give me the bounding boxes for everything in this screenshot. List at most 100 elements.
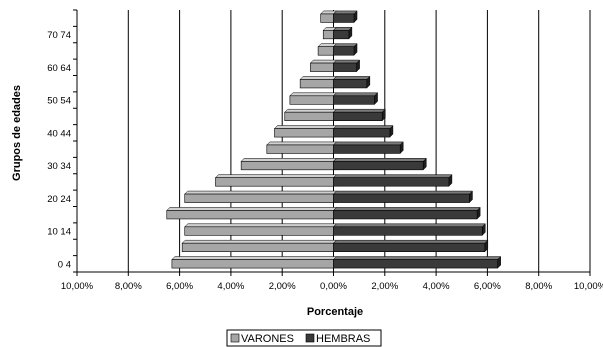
hembras-bar-top <box>332 158 427 162</box>
y-tick-label: 20 24 <box>47 194 71 205</box>
varones-bar-front <box>266 144 334 154</box>
hembras-bar-front <box>333 226 483 236</box>
hembras-bar-front <box>333 259 498 269</box>
legend-box <box>226 329 382 347</box>
hembras-bar <box>332 239 489 253</box>
bars <box>166 10 502 269</box>
varones-bar <box>181 239 338 253</box>
varones-bar-front <box>215 177 334 187</box>
x-tick-label: 2,00% <box>269 281 296 292</box>
hembras-bar-front <box>333 62 357 72</box>
hembras-bar-top <box>332 239 489 244</box>
hembras-bar <box>332 174 453 187</box>
hembras-bar-top <box>332 207 481 211</box>
varones-bar <box>214 174 338 187</box>
hembras-bar-top <box>332 10 358 15</box>
varones-bar <box>273 124 338 138</box>
varones-bar-front <box>171 259 334 269</box>
y-tick-label: 60 64 <box>47 63 71 74</box>
varones-bar-top <box>166 207 338 211</box>
x-tick-label: 4,00% <box>423 281 450 292</box>
hembras-bar <box>332 141 404 155</box>
hembras-bar-top <box>332 190 474 195</box>
varones-bar-top <box>240 158 338 162</box>
y-tick-label: 40 44 <box>47 128 71 139</box>
y-tick-label: 50 54 <box>47 96 71 107</box>
hembras-bar <box>332 26 353 40</box>
x-tick-label: 0,00% <box>320 281 347 292</box>
hembras-bar <box>332 157 427 171</box>
legend-swatch-varones <box>230 333 240 343</box>
hembras-bar <box>332 206 481 220</box>
y-tick-label: 0 4 <box>58 259 71 270</box>
hembras-bar-front <box>333 242 486 252</box>
hembras-bar <box>332 124 394 138</box>
varones-bar-front <box>284 111 334 121</box>
varones-bar <box>266 141 338 155</box>
varones-bar <box>184 223 338 236</box>
varones-bar-front <box>322 30 334 40</box>
hembras-bar-front <box>333 46 355 56</box>
x-tick-label: 6,00% <box>474 281 501 292</box>
x-tick-label: 8,00% <box>525 281 552 292</box>
varones-bar-front <box>166 210 334 220</box>
hembras-bar-top <box>332 141 404 146</box>
varones-bar-front <box>289 95 334 105</box>
legend: VARONES HEMBRAS <box>226 329 382 347</box>
varones-bar-front <box>274 128 334 138</box>
legend-label-hembras: HEMBRAS <box>316 333 370 345</box>
hembras-bar <box>332 223 486 236</box>
hembras-bar <box>332 75 371 89</box>
hembras-bar-top <box>332 43 358 47</box>
x-tick-label: 4,00% <box>217 281 244 292</box>
varones-bar-top <box>184 223 338 228</box>
varones-bar-front <box>317 46 334 56</box>
hembras-bar-front <box>333 193 470 203</box>
tick-labels: 0 4 10 14 20 24 30 34 40 44 50 54 60 64 70 74 10… <box>47 30 603 292</box>
varones-bar-front <box>299 79 334 89</box>
hembras-bar-top <box>332 125 394 129</box>
hembras-bar-front <box>333 13 355 23</box>
hembras-bar-top <box>332 256 502 260</box>
varones-bar <box>289 92 338 105</box>
y-tick-label: 30 34 <box>47 161 71 172</box>
varones-bar-top <box>266 141 338 146</box>
hembras-bar-top <box>332 76 371 80</box>
hembras-bar <box>332 92 379 105</box>
varones-bar-top <box>214 174 338 178</box>
varones-bar-top <box>184 190 338 195</box>
varones-bar <box>166 206 338 220</box>
varones-bar-top <box>181 239 338 244</box>
hembras-bar-front <box>333 111 383 121</box>
varones-bar-top <box>299 76 338 80</box>
hembras-bar <box>332 108 386 122</box>
x-tick-label: 10,00% <box>574 281 603 292</box>
hembras-bar <box>332 43 358 56</box>
varones-bar-top <box>171 256 338 260</box>
legend-label-varones: VARONES <box>241 333 294 345</box>
varones-bar <box>309 59 338 73</box>
varones-bar-front <box>184 226 334 236</box>
varones-bar <box>171 255 338 269</box>
varones-bar-front <box>240 161 334 171</box>
hembras-bar <box>332 190 474 204</box>
hembras-bar <box>332 255 502 269</box>
hembras-bar-top <box>332 108 386 113</box>
hembras-bar-front <box>333 210 478 220</box>
y-tick-label: 70 74 <box>47 30 71 41</box>
hembras-bar-front <box>333 128 391 138</box>
y-tick-label: 10 14 <box>47 227 71 238</box>
varones-bar-top <box>289 92 338 97</box>
x-axis-title: Porcentaje <box>307 306 363 318</box>
varones-bar-front <box>181 242 334 252</box>
hembras-bar-top <box>332 59 361 64</box>
varones-bar <box>284 108 338 122</box>
x-tick-label: 2,00% <box>371 281 398 292</box>
x-tick-label: 6,00% <box>166 281 193 292</box>
y-axis-title: Grupos de edades <box>11 85 23 181</box>
hembras-bar-top <box>332 92 379 97</box>
varones-bar-front <box>310 62 334 72</box>
x-tick-label: 10,00% <box>61 281 94 292</box>
hembras-bar-front <box>333 144 401 154</box>
